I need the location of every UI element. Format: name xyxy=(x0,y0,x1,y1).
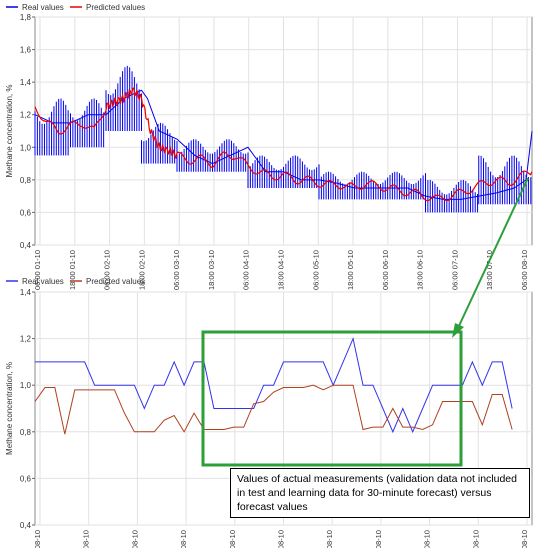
annotation-box: Values of actual measurements (validatio… xyxy=(230,468,530,518)
x-tick-label: 06:00 02-10 xyxy=(103,250,112,290)
x-tick-label: 18:00 04-10 xyxy=(277,250,286,290)
y-axis-label: Methane concentration, % xyxy=(5,85,14,178)
zoom-arrowhead xyxy=(452,323,464,338)
x-tick-label: 06:00 05-10 xyxy=(311,250,320,290)
y-tick-label: 1,0 xyxy=(20,143,32,152)
zoom-arrow-line xyxy=(457,177,529,329)
x-tick-label: 18:00 02-10 xyxy=(137,250,146,290)
y-tick-label: 1,2 xyxy=(20,335,32,344)
y-tick-label: 0,8 xyxy=(20,428,32,437)
x-tick-label: 06:10 08-10 xyxy=(325,530,334,548)
x-tick-label: 06:00 04-10 xyxy=(242,250,251,290)
x-tick-label: 18:00 07-10 xyxy=(485,250,494,290)
x-tick-label: 06:00 08-10 xyxy=(228,530,237,548)
y-tick-label: 0,4 xyxy=(20,521,32,530)
predicted-values-line xyxy=(34,384,513,435)
x-tick-label: 18:00 05-10 xyxy=(346,250,355,290)
legend-label-predicted: Predicted values xyxy=(86,277,145,286)
y-tick-label: 0,4 xyxy=(20,241,32,250)
x-tick-label: 06:00 03-10 xyxy=(172,250,181,290)
y-tick-label: 0,6 xyxy=(20,474,32,483)
x-tick-label: 06:00 01-10 xyxy=(33,250,42,290)
legend-label-real: Real values xyxy=(22,3,64,12)
x-tick-label: 18:00 06-10 xyxy=(416,250,425,290)
annotation-text: Values of actual measurements (validatio… xyxy=(237,473,517,513)
x-tick-label: 06:15 08-10 xyxy=(374,530,383,548)
x-tick-label: 06:20 08-10 xyxy=(423,530,432,548)
x-tick-label: 06:00 06-10 xyxy=(381,250,390,290)
predicted-values-line xyxy=(34,86,533,202)
x-tick-label: 05:55 08-10 xyxy=(179,530,188,548)
legend-label-predicted: Predicted values xyxy=(86,3,145,12)
x-tick-label: 18:00 03-10 xyxy=(207,250,216,290)
x-tick-label: 05:45 08-10 xyxy=(82,530,91,548)
x-tick-label: 06:05 08-10 xyxy=(277,530,286,548)
highlight-rect xyxy=(201,330,463,467)
x-tick-label: 05:40 08-10 xyxy=(33,530,42,548)
x-tick-label: 06:00 08-10 xyxy=(520,250,529,290)
x-tick-label: 05:50 08-10 xyxy=(130,530,139,548)
x-tick-label: 06:00 07-10 xyxy=(450,250,459,290)
y-tick-label: 1,8 xyxy=(20,13,32,22)
y-tick-label: 1,2 xyxy=(20,111,32,120)
chart-top: 0,4 0,6 0,8 1,0 1,2 1,4 1,6 1,8 06:00 01-10 18:00… xyxy=(5,3,533,290)
y-tick-label: 0,8 xyxy=(20,176,32,185)
y-tick-label: 1,4 xyxy=(20,288,32,297)
real-values-line xyxy=(35,336,513,434)
y-tick-label: 1,4 xyxy=(20,78,32,87)
y-axis-label: Methane concentration, % xyxy=(5,362,14,455)
x-tick-label: 18:00 01-10 xyxy=(68,250,77,290)
y-tick-label: 0,6 xyxy=(20,208,32,217)
y-tick-label: 1,0 xyxy=(20,381,32,390)
x-tick-label: 06:30 08-10 xyxy=(520,530,529,548)
legend-label-real: Real values xyxy=(22,277,64,286)
x-tick-label: 06:25 08-10 xyxy=(471,530,480,548)
y-tick-label: 1,6 xyxy=(20,46,32,55)
